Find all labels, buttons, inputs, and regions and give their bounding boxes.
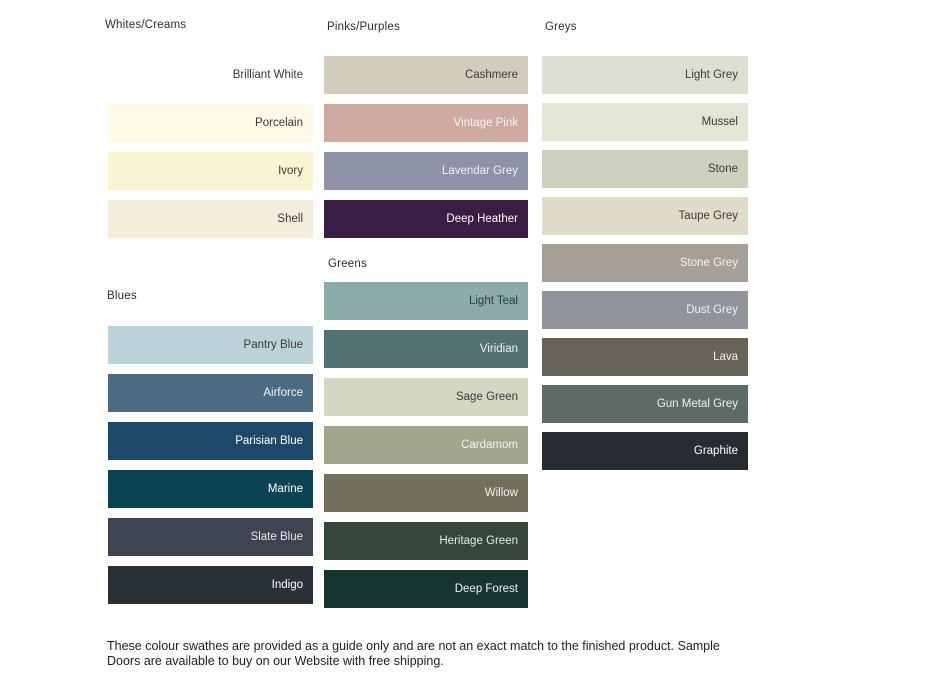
swatch-label: Deep Heather <box>446 213 518 225</box>
swatch-sage-green: Sage Green <box>324 378 528 416</box>
swatch-group-blues: Pantry Blue Airforce Parisian Blue Marin… <box>108 326 313 604</box>
swatch-group-whites-creams: Brilliant White Porcelain Ivory Shell <box>108 56 313 238</box>
swatch-group-greys: Light Grey Mussel Stone Taupe Grey Stone… <box>542 56 748 470</box>
swatch-label: Vintage Pink <box>453 117 518 129</box>
swatch-label: Ivory <box>278 165 303 177</box>
swatch-label: Indigo <box>271 579 303 591</box>
swatch-parisian-blue: Parisian Blue <box>108 422 313 460</box>
swatch-ivory: Ivory <box>108 152 313 190</box>
swatch-label: Lava <box>713 351 738 363</box>
swatch-lava: Lava <box>542 338 748 376</box>
swatch-graphite: Graphite <box>542 432 748 470</box>
swatch-stone: Stone <box>542 150 748 188</box>
swatch-label: Parisian Blue <box>235 435 303 447</box>
swatch-label: Lavendar Grey <box>441 165 518 177</box>
swatch-dust-grey: Dust Grey <box>542 291 748 329</box>
group-heading-blues: Blues <box>107 290 137 302</box>
swatch-label: Cardamom <box>461 439 518 451</box>
swatch-group-greens: Light Teal Viridian Sage Green Cardamom … <box>324 282 528 608</box>
disclaimer-text: These colour swathes are provided as a g… <box>107 639 720 668</box>
swatch-vintage-pink: Vintage Pink <box>324 104 528 142</box>
swatch-gun-metal-grey: Gun Metal Grey <box>542 385 748 423</box>
swatch-viridian: Viridian <box>324 330 528 368</box>
swatch-label: Shell <box>277 213 303 225</box>
swatch-pantry-blue: Pantry Blue <box>108 326 313 364</box>
swatch-label: Willow <box>484 487 518 499</box>
swatch-label: Gun Metal Grey <box>656 398 738 410</box>
swatch-label: Light Grey <box>684 69 738 81</box>
swatch-label: Light Teal <box>468 295 518 307</box>
swatch-porcelain: Porcelain <box>108 104 313 142</box>
swatch-label: Cashmere <box>464 69 518 81</box>
swatch-label: Deep Forest <box>454 583 518 595</box>
swatch-light-teal: Light Teal <box>324 282 528 320</box>
swatch-label: Mussel <box>701 116 738 128</box>
swatch-mussel: Mussel <box>542 103 748 141</box>
swatch-label: Taupe Grey <box>678 210 738 222</box>
swatch-lavendar-grey: Lavendar Grey <box>324 152 528 190</box>
group-heading-greys: Greys <box>545 21 577 33</box>
swatch-light-grey: Light Grey <box>542 56 748 94</box>
swatch-stone-grey: Stone Grey <box>542 244 748 282</box>
group-heading-pinks-purples: Pinks/Purples <box>327 21 400 33</box>
swatch-slate-blue: Slate Blue <box>108 518 313 556</box>
swatch-label: Viridian <box>479 343 518 355</box>
swatch-label: Marine <box>267 483 303 495</box>
swatch-label: Graphite <box>693 445 738 457</box>
swatch-label: Dust Grey <box>686 304 738 316</box>
swatch-willow: Willow <box>324 474 528 512</box>
swatch-label: Slate Blue <box>250 531 303 543</box>
swatch-cashmere: Cashmere <box>324 56 528 94</box>
swatch-label: Pantry Blue <box>243 339 303 351</box>
swatch-label: Heritage Green <box>439 535 518 547</box>
swatch-label: Stone Grey <box>679 257 738 269</box>
swatch-deep-forest: Deep Forest <box>324 570 528 608</box>
swatch-group-pinks-purples: Cashmere Vintage Pink Lavendar Grey Deep… <box>324 56 528 238</box>
swatch-label: Stone <box>707 163 738 175</box>
swatch-cardamom: Cardamom <box>324 426 528 464</box>
group-heading-whites-creams: Whites/Creams <box>105 19 187 31</box>
swatch-label: Porcelain <box>255 117 303 129</box>
swatch-deep-heather: Deep Heather <box>324 200 528 238</box>
swatch-label: Brilliant White <box>232 69 303 81</box>
swatch-taupe-grey: Taupe Grey <box>542 197 748 235</box>
swatch-brilliant-white: Brilliant White <box>108 56 313 94</box>
swatch-marine: Marine <box>108 470 313 508</box>
group-heading-greens: Greens <box>328 258 367 270</box>
swatch-heritage-green: Heritage Green <box>324 522 528 560</box>
swatch-shell: Shell <box>108 200 313 238</box>
swatch-label: Airforce <box>263 387 303 399</box>
swatch-label: Sage Green <box>455 391 518 403</box>
swatch-airforce: Airforce <box>108 374 313 412</box>
swatch-indigo: Indigo <box>108 566 313 604</box>
